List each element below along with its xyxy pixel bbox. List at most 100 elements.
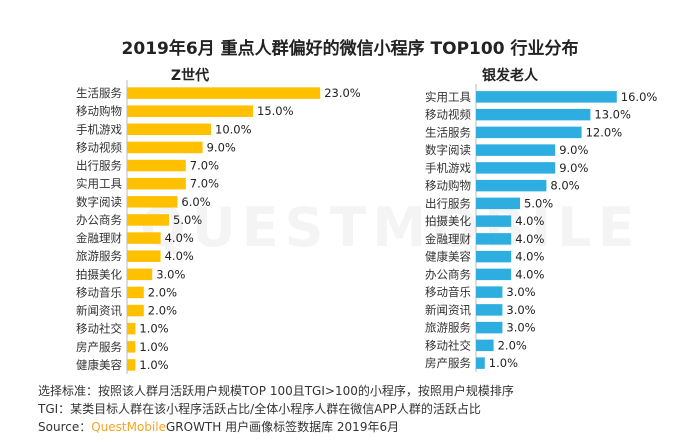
bar <box>476 357 485 369</box>
value-label: 3.0% <box>506 321 535 335</box>
category-label: 出行服务 <box>425 196 471 210</box>
category-label: 健康美容 <box>425 250 471 264</box>
category-label: 手机游戏 <box>425 161 471 175</box>
value-label: 7.0% <box>190 177 219 191</box>
bar <box>476 215 512 227</box>
value-label: 3.0% <box>506 303 535 317</box>
category-label: 移动购物 <box>76 104 122 118</box>
right-chart-title: 银发老人 <box>482 67 539 84</box>
bar <box>476 250 512 263</box>
bar <box>127 304 144 317</box>
category-label: 数字阅读 <box>425 143 471 157</box>
value-label: 3.0% <box>156 267 185 281</box>
category-label: 手机游戏 <box>76 122 122 136</box>
bar <box>127 177 186 190</box>
bar <box>127 196 178 208</box>
value-label: 1.0% <box>139 322 168 336</box>
category-label: 办公商务 <box>425 267 471 281</box>
category-label: 移动视频 <box>425 108 471 122</box>
value-label: 2.0% <box>148 304 177 318</box>
bar <box>476 321 503 334</box>
bar <box>476 144 556 156</box>
value-label: 12.0% <box>586 125 623 139</box>
category-label: 移动购物 <box>425 179 471 193</box>
category-label: 移动社交 <box>425 338 471 352</box>
category-label: 新闻资讯 <box>425 303 471 317</box>
value-label: 4.0% <box>515 214 544 228</box>
bar <box>476 126 582 139</box>
category-label: 移动视频 <box>76 140 122 154</box>
value-label: 1.0% <box>489 356 518 370</box>
bar <box>127 123 211 136</box>
chart-title: 2019年6月 重点人群偏好的微信小程序 TOP100 行业分布 <box>121 39 579 59</box>
bar <box>127 286 144 299</box>
bar <box>127 141 203 154</box>
bar <box>476 304 503 316</box>
bar <box>476 108 591 121</box>
category-label: 拍摄美化 <box>76 267 122 281</box>
value-label: 5.0% <box>173 213 202 227</box>
bar <box>476 286 503 298</box>
source-prefix: Source： <box>38 420 92 434</box>
source-note: Source：QuestMobileGROWTH 用户画像标签数据库 2019年… <box>38 418 514 436</box>
category-label: 房产服务 <box>76 340 122 354</box>
category-label: 实用工具 <box>425 90 471 104</box>
category-label: 生活服务 <box>425 125 471 139</box>
value-label: 3.0% <box>506 285 535 299</box>
bar <box>476 162 556 174</box>
bar <box>127 87 321 99</box>
bar <box>476 91 617 103</box>
value-label: 6.0% <box>181 195 210 209</box>
category-label: 生活服务 <box>76 86 122 100</box>
bar <box>127 359 136 371</box>
source-brand: QuestMobile <box>91 420 166 434</box>
bar <box>476 233 512 245</box>
value-label: 23.0% <box>324 86 361 100</box>
value-label: 9.0% <box>559 161 588 175</box>
value-label: 9.0% <box>207 140 236 154</box>
left-chart: 生活服务 23.0% 移动购物 15.0% 手机游戏 10.0% 移动视频 9.0% 出行服务 7… <box>76 80 361 374</box>
value-label: 2.0% <box>498 338 527 352</box>
category-label: 办公商务 <box>76 213 122 227</box>
category-label: 出行服务 <box>76 159 122 173</box>
category-label: 移动音乐 <box>76 285 122 299</box>
value-label: 16.0% <box>621 90 658 104</box>
criteria-note: 选择标准：按照该人群月活跃用户规模TOP 100且TGI>100的小程序，按照用… <box>38 384 514 398</box>
category-label: 拍摄美化 <box>425 214 471 228</box>
right-chart: 实用工具 16.0% 移动视频 13.0% 生活服务 12.0% 数字阅读 9.0% 手机游戏 9… <box>425 84 657 372</box>
footnotes: 选择标准：按照该人群月活跃用户规模TOP 100且TGI>100的小程序，按照用… <box>38 382 514 436</box>
value-label: 4.0% <box>165 249 194 263</box>
category-label: 旅游服务 <box>76 249 122 263</box>
category-label: 金融理财 <box>76 231 122 245</box>
bar <box>476 179 547 192</box>
value-label: 5.0% <box>524 196 553 210</box>
value-label: 4.0% <box>165 231 194 245</box>
value-label: 7.0% <box>190 159 219 173</box>
value-label: 10.0% <box>215 122 252 136</box>
value-label: 8.0% <box>550 179 579 193</box>
bar <box>476 197 520 210</box>
category-label: 移动音乐 <box>425 285 471 299</box>
category-label: 新闻资讯 <box>76 304 122 318</box>
bar <box>127 105 253 117</box>
left-chart-title: Z世代 <box>171 67 209 84</box>
category-label: 健康美容 <box>76 358 122 372</box>
bar <box>127 159 186 172</box>
value-label: 9.0% <box>559 143 588 157</box>
value-label: 1.0% <box>139 340 168 354</box>
bar <box>127 341 136 353</box>
source-rest: GROWTH 用户画像标签数据库 2019年6月 <box>165 420 400 434</box>
value-label: 2.0% <box>148 285 177 299</box>
value-label: 4.0% <box>515 232 544 246</box>
value-label: 13.0% <box>594 108 631 122</box>
category-label: 实用工具 <box>76 177 122 191</box>
bar <box>127 250 161 262</box>
category-label: 金融理财 <box>425 232 471 246</box>
bar <box>476 268 512 281</box>
tgi-note: TGI：某类目标人群在该小程序活跃占比/全体小程序人群在微信APP人群的活跃占比 <box>38 402 481 416</box>
value-label: 15.0% <box>257 104 294 118</box>
bar <box>127 232 161 244</box>
bar <box>476 339 494 352</box>
category-label: 房产服务 <box>425 356 471 370</box>
